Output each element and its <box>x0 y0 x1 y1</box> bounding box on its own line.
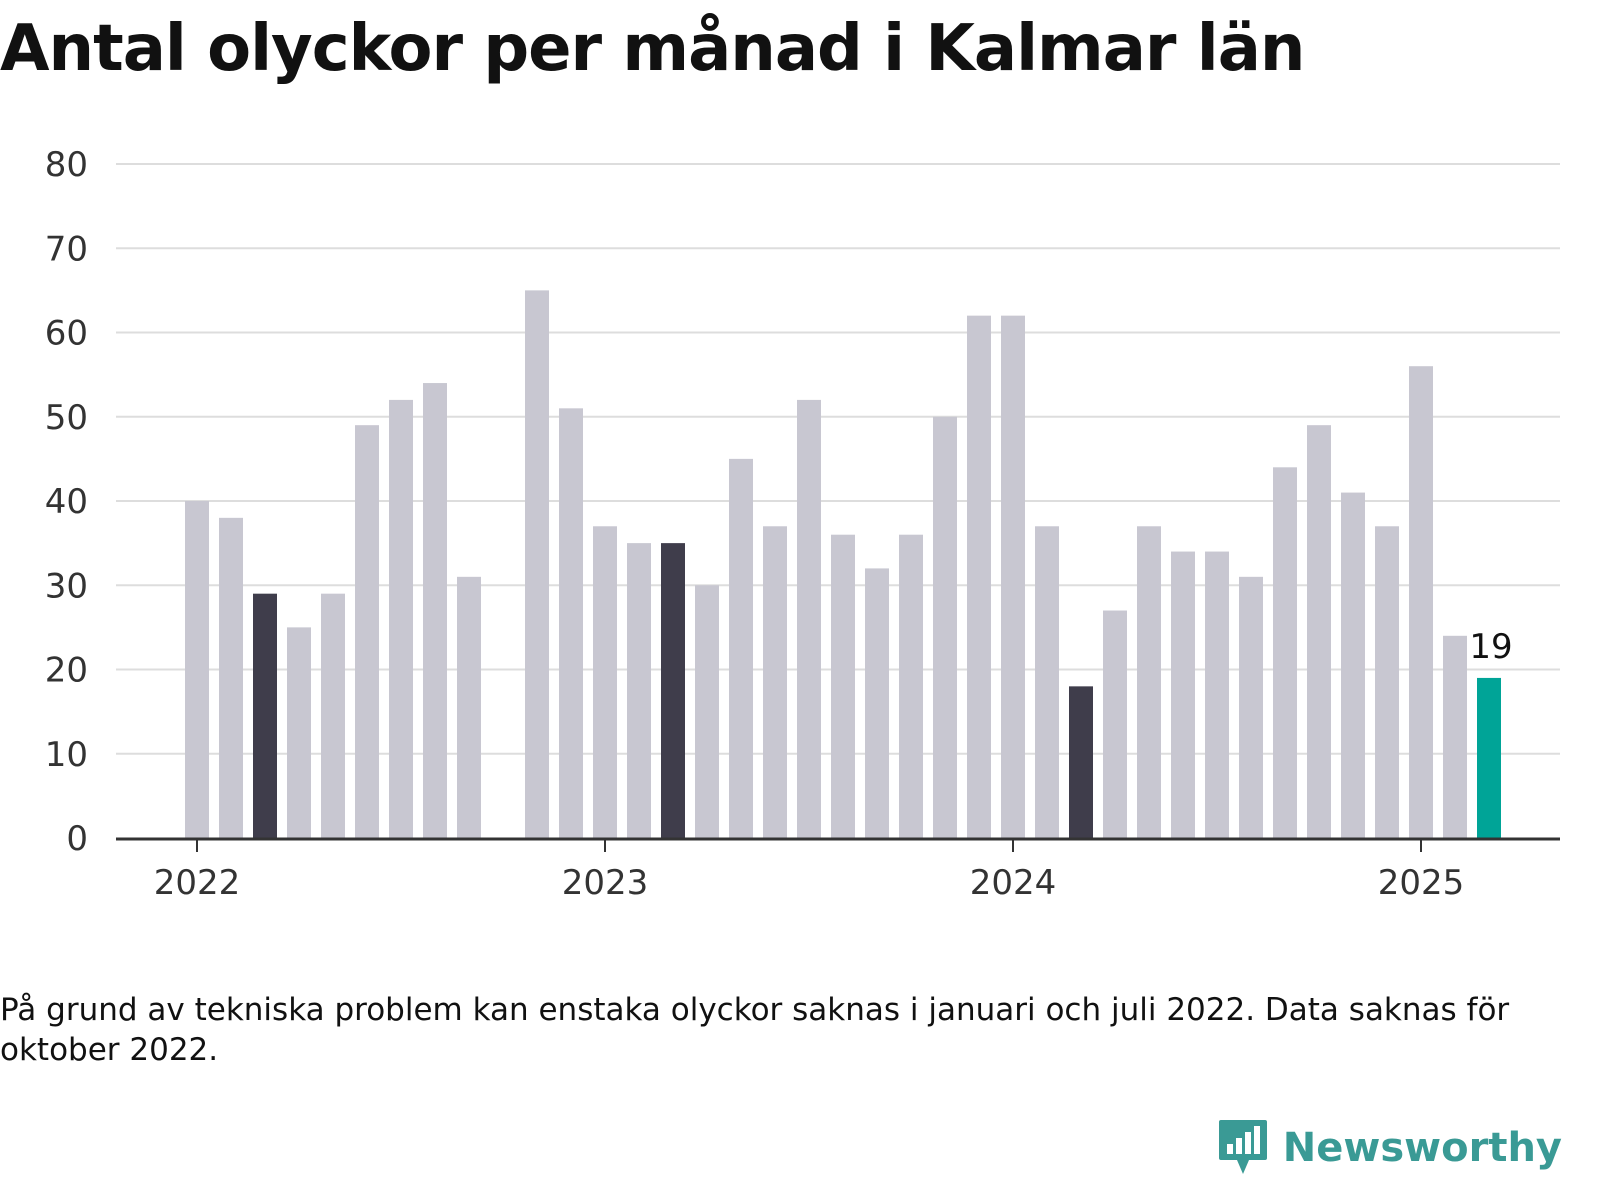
footnote: På grund av tekniska problem kan enstaka… <box>0 992 1510 1068</box>
bar-2022-02 <box>219 517 243 838</box>
annotations: 19 <box>1469 627 1512 667</box>
bar-chart-speech-bubble-icon <box>1218 1120 1267 1174</box>
bar-2022-01 <box>185 501 209 838</box>
bar-2024-07 <box>1205 551 1229 838</box>
bar-2023-11 <box>933 416 957 838</box>
bar-2024-03 <box>1069 686 1093 838</box>
y-tick-label-10: 10 <box>45 735 88 775</box>
bar-2022-04 <box>287 627 311 838</box>
bar-2023-12 <box>967 315 991 838</box>
x-tick-label-2025: 2025 <box>1378 863 1465 903</box>
bar-2022-12 <box>559 408 583 838</box>
bar-2025-03 <box>1477 677 1501 838</box>
bar-2023-04 <box>695 585 719 838</box>
bar-2022-03 <box>253 593 277 838</box>
bar-2023-01 <box>593 526 617 838</box>
bar-chart: 0 10 20 30 40 50 60 70 80 2022 2023 2024 2025 19 <box>45 145 1560 903</box>
bar-2024-01 <box>1001 315 1025 838</box>
y-tick-label-20: 20 <box>45 651 88 691</box>
y-tick-label-60: 60 <box>45 314 88 354</box>
x-axis <box>116 837 1560 852</box>
bar-2023-05 <box>729 458 753 838</box>
bar-2023-06 <box>763 526 787 838</box>
bar-2024-12 <box>1375 526 1399 838</box>
chart-title: Antal olyckor per månad i Kalmar län <box>0 12 1305 86</box>
bar-2024-04 <box>1103 610 1127 838</box>
bar-2023-03 <box>661 543 685 838</box>
bar-2023-02 <box>627 543 651 838</box>
bar-2024-02 <box>1035 526 1059 838</box>
x-axis-tick-labels: 2022 2023 2024 2025 <box>154 863 1465 903</box>
y-axis-tick-labels: 0 10 20 30 40 50 60 70 80 <box>45 145 88 859</box>
bar-2023-08 <box>831 534 855 838</box>
y-tick-label-70: 70 <box>45 229 88 269</box>
bar-2024-09 <box>1273 467 1297 838</box>
bar-2023-09 <box>865 568 889 838</box>
bar-2025-02 <box>1443 635 1467 838</box>
bar-2024-10 <box>1307 425 1331 838</box>
bar-2024-08 <box>1239 576 1263 838</box>
y-tick-label-30: 30 <box>45 566 88 606</box>
y-tick-label-0: 0 <box>66 819 88 859</box>
bar-2022-07 <box>389 399 413 838</box>
bar-2022-08 <box>423 383 447 838</box>
y-tick-label-50: 50 <box>45 398 88 438</box>
y-tick-label-80: 80 <box>45 145 88 185</box>
y-tick-label-40: 40 <box>45 482 88 522</box>
bar-2022-09 <box>457 576 481 838</box>
brand-logo: Newsworthy <box>1217 1118 1562 1178</box>
bar-2024-05 <box>1137 526 1161 838</box>
bar-2024-06 <box>1171 551 1195 838</box>
data-label-2025-03: 19 <box>1469 627 1512 667</box>
bar-2023-07 <box>797 399 821 838</box>
bar-2022-11 <box>525 290 549 838</box>
x-tick-label-2024: 2024 <box>970 863 1057 903</box>
bar-2022-05 <box>321 593 345 838</box>
bars <box>185 290 1501 838</box>
bar-2023-10 <box>899 534 923 838</box>
brand-name: Newsworthy <box>1282 1125 1562 1171</box>
x-tick-label-2023: 2023 <box>562 863 649 903</box>
bar-2025-01 <box>1409 366 1433 838</box>
bar-2024-11 <box>1341 492 1365 838</box>
x-tick-label-2022: 2022 <box>154 863 241 903</box>
bar-2022-06 <box>355 425 379 838</box>
